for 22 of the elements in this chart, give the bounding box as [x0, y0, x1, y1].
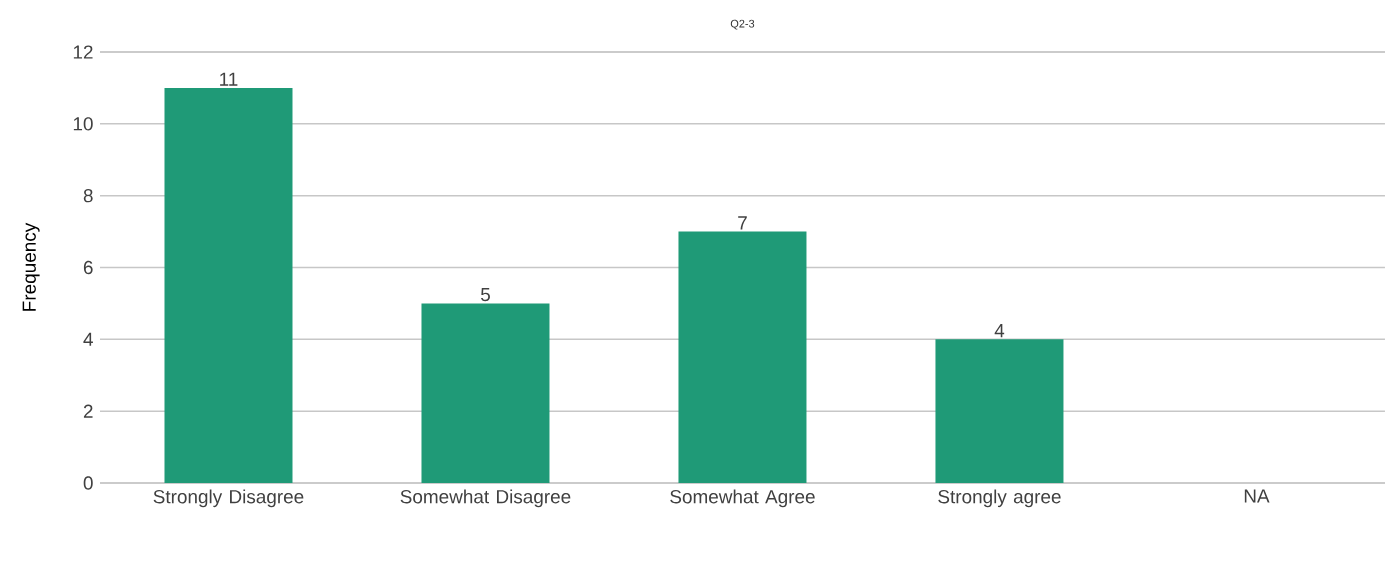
- x-tick-label: Somewhat Disagree: [400, 489, 571, 508]
- y-tick-label: 10: [73, 117, 93, 131]
- chart-title: Q2-3: [730, 19, 755, 30]
- bar: [164, 87, 293, 483]
- y-tick-label: 0: [83, 476, 93, 490]
- x-tick-label: Strongly Disagree: [153, 489, 304, 508]
- y-axis-title: Frequency: [22, 222, 40, 311]
- y-tick-label: 2: [83, 404, 93, 418]
- data-label: 11: [220, 72, 238, 86]
- y-tick-label: 6: [83, 260, 93, 275]
- y-tick-label: 4: [83, 332, 93, 346]
- bar: [421, 303, 550, 483]
- bar: [678, 231, 807, 483]
- data-label: 7: [738, 216, 747, 230]
- x-tick-label: NA: [1244, 489, 1270, 503]
- x-tick-label: Somewhat Agree: [670, 489, 815, 508]
- x-tick-label: Strongly agree: [938, 489, 1061, 508]
- y-tick-label: 8: [83, 188, 93, 203]
- data-label: 5: [480, 288, 490, 302]
- data-label: 4: [994, 324, 1005, 338]
- bar: [935, 339, 1064, 483]
- y-tick-label: 12: [73, 45, 93, 59]
